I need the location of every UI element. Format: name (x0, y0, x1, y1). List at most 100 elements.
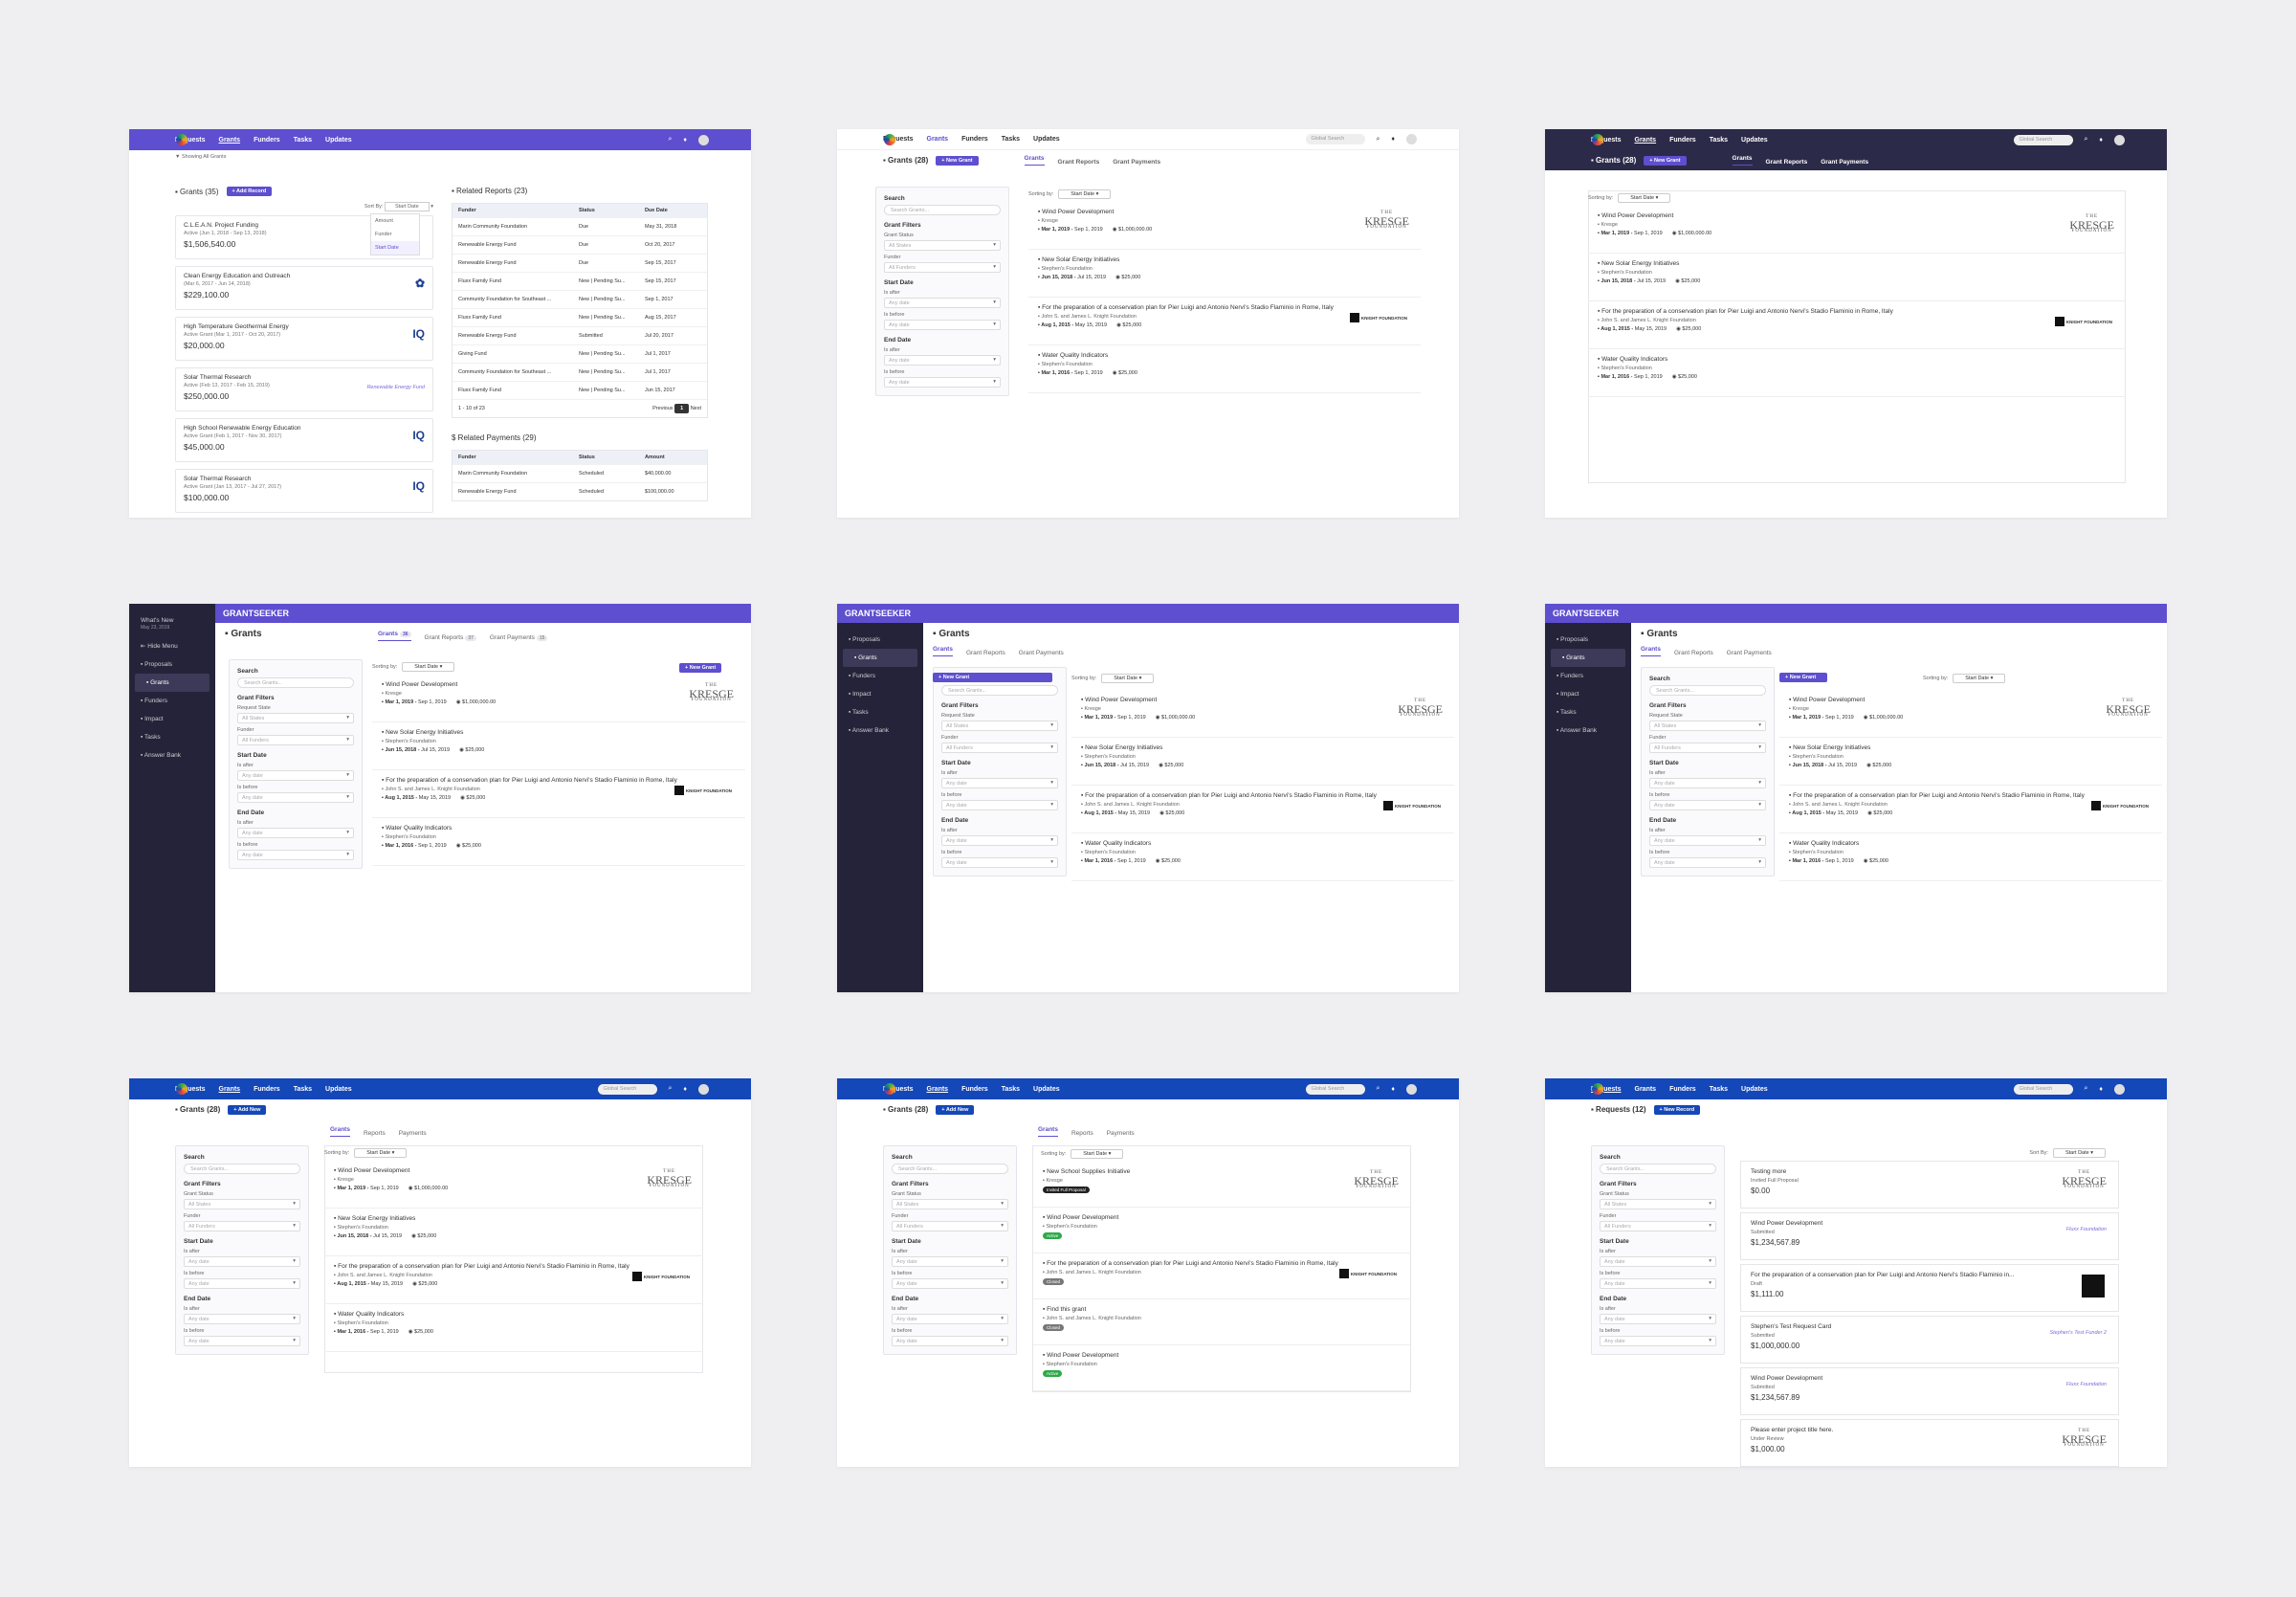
start-after-select[interactable]: Any date (184, 1256, 300, 1267)
funder-select[interactable]: All Funders (892, 1221, 1008, 1231)
sidebar-item-grants[interactable]: ▪ Grants (843, 649, 917, 667)
nav-item-funders[interactable]: Funders (1669, 1085, 1696, 1093)
nav-item-funders[interactable]: Funders (1669, 136, 1696, 144)
tab-grant-payments[interactable]: Grant Payments (1113, 159, 1161, 166)
grant-item[interactable]: ▪ Water Quality Indicators ▪ Stephen's Fo… (1071, 833, 1454, 881)
end-after-select[interactable]: Any date (941, 835, 1058, 846)
sidebar-item-tasks[interactable]: ▪ Tasks (849, 709, 869, 716)
nav-item-funders[interactable]: Funders (961, 1085, 988, 1093)
grant-item[interactable]: ▪ Wind Power Development ▪ Kresge ▪ Mar 1,… (1588, 206, 2126, 254)
grant-title[interactable]: ▪ Wind Power Development (1598, 212, 1674, 219)
search-icon[interactable]: ⌕ (668, 136, 673, 143)
previous-button[interactable]: Previous (652, 406, 673, 411)
lightbulb-icon[interactable]: ♦ (1391, 136, 1395, 143)
new-record-button[interactable]: + New Record (1653, 1104, 1701, 1115)
end-after-select[interactable]: Any date (884, 355, 1001, 366)
end-after-select[interactable]: Any date (1649, 835, 1766, 846)
grant-item[interactable]: ▪ New Solar Energy Initiatives ▪ Stephen'… (324, 1209, 703, 1256)
sidebar-item-grants[interactable]: ▪ Grants (1551, 649, 1625, 667)
grant-item[interactable]: ▪ For the preparation of a conservation … (1588, 301, 2126, 349)
lightbulb-icon[interactable]: ♦ (683, 1085, 687, 1093)
nav-item-tasks[interactable]: Tasks (293, 1085, 313, 1093)
request-card[interactable]: Wind Power Development Submitted $1,234,56… (1740, 1212, 2119, 1260)
end-before-select[interactable]: Any date (184, 1336, 300, 1346)
avatar[interactable] (1406, 134, 1417, 144)
search-grants-input[interactable]: Search Grants... (941, 685, 1058, 696)
search-icon[interactable]: ⌕ (668, 1085, 673, 1092)
tab-payments[interactable]: Payments (398, 1130, 427, 1137)
status-select[interactable]: All States (884, 240, 1001, 251)
table-row[interactable]: Fluxx Family Fund New | Pending Su... Jun … (453, 381, 707, 399)
tab-grant-reports[interactable]: Grant Reports (965, 650, 1005, 656)
new-grant-button[interactable]: + New Grant (1644, 155, 1687, 166)
search-icon[interactable]: ⌕ (2084, 136, 2088, 143)
table-row[interactable]: Fluxx Family Fund New | Pending Su... Sep … (453, 272, 707, 290)
nav-item-requests[interactable]: Requests (175, 136, 206, 144)
tab-grant-reports[interactable]: Grant Reports (1057, 159, 1100, 166)
tab-grants[interactable]: Grants (1038, 1126, 1058, 1137)
sort-option[interactable]: Funder (375, 232, 392, 237)
request-card[interactable]: Wind Power Development Submitted $1,234,56… (1740, 1367, 2119, 1415)
tab-reports[interactable]: Reports (363, 1130, 386, 1137)
search-grants-input[interactable]: Search Grants... (1649, 685, 1766, 696)
grant-title[interactable]: ▪ New Solar Energy Initiatives (382, 729, 464, 736)
end-after-select[interactable]: Any date (1600, 1314, 1716, 1324)
avatar[interactable] (1406, 1083, 1417, 1095)
grant-item[interactable]: ▪ New Solar Energy Initiatives ▪ Stephen'… (1779, 738, 2162, 786)
app-logo-icon[interactable] (884, 134, 895, 145)
grant-title[interactable]: ▪ New Solar Energy Initiatives (1038, 256, 1120, 263)
nav-item-grants[interactable]: Grants (218, 136, 241, 144)
sort-select[interactable]: Start Date ▾ (402, 662, 455, 672)
tab-grants[interactable]: Grants (1732, 155, 1753, 166)
nav-item-requests[interactable]: Requests (1591, 136, 1622, 144)
grant-title[interactable]: ▪ New Solar Energy Initiatives (334, 1215, 416, 1222)
sidebar-item-funders[interactable]: ▪ Funders (1556, 673, 1583, 679)
sidebar-item-tasks[interactable]: ▪ Tasks (141, 734, 161, 741)
app-logo-icon[interactable] (176, 134, 188, 145)
grant-item[interactable]: ▪ New Solar Energy Initiatives ▪ Stephen'… (1588, 254, 2126, 301)
global-search-input[interactable]: Global Search (597, 1083, 657, 1095)
grant-title[interactable]: ▪ New Solar Energy Initiatives (1789, 744, 1871, 751)
app-logo-icon[interactable] (176, 1083, 188, 1095)
grant-item[interactable]: ▪ Water Quality Indicators ▪ Stephen's Fo… (372, 818, 745, 866)
nav-item-tasks[interactable]: Tasks (293, 136, 313, 144)
avatar[interactable] (698, 134, 709, 145)
new-grant-button[interactable]: + New Grant (933, 673, 1052, 682)
sidebar-item-tasks[interactable]: ▪ Tasks (1556, 709, 1577, 716)
tab-grant-payments[interactable]: Grant Payments (1018, 650, 1064, 656)
grant-card[interactable]: High Temperature Geothermal Energy Active… (175, 317, 433, 361)
request-card[interactable]: Stephen's Test Request Card Submitted $1,0… (1740, 1316, 2119, 1364)
lightbulb-icon[interactable]: ♦ (1391, 1085, 1395, 1093)
avatar[interactable] (698, 1083, 709, 1095)
nav-item-grants[interactable]: Grants (926, 136, 949, 143)
sort-select[interactable]: Start Date ▾ (1101, 674, 1155, 683)
status-select[interactable]: All States (1649, 721, 1766, 731)
add-new-button[interactable]: + Add New (936, 1104, 975, 1115)
sidebar-item-funders[interactable]: ▪ Funders (141, 698, 167, 704)
nav-item-tasks[interactable]: Tasks (1709, 1085, 1729, 1093)
sidebar-item-proposals[interactable]: ▪ Proposals (1556, 636, 1589, 643)
grant-item[interactable]: ▪ Wind Power Development ▪ Kresge ▪ Mar 1,… (1779, 690, 2162, 738)
grant-item[interactable]: ▪ Wind Power Development ▪ Stephen's Foun… (1033, 1208, 1410, 1253)
grant-item[interactable]: ▪ Water Quality Indicators ▪ Stephen's Fo… (1028, 345, 1421, 393)
grant-title[interactable]: ▪ Wind Power Development (382, 681, 458, 688)
start-before-select[interactable]: Any date (941, 800, 1058, 810)
nav-item-grants[interactable]: Grants (218, 1085, 241, 1093)
start-before-select[interactable]: Any date (892, 1278, 1008, 1289)
grant-item[interactable]: ▪ New School Supplies Initiative ▪ Kresge… (1033, 1162, 1410, 1208)
search-grants-input[interactable]: Search Grants... (237, 677, 354, 688)
request-card[interactable]: Please enter project title here. Under Re… (1740, 1419, 2119, 1467)
sort-select[interactable]: Start Date ▾ (1953, 674, 2006, 683)
nav-item-requests[interactable]: Requests (1591, 1085, 1622, 1093)
table-row[interactable]: Fluxx Family Fund New | Pending Su... Aug … (453, 308, 707, 326)
grant-title[interactable]: ▪ Water Quality Indicators (1038, 352, 1109, 359)
sidebar-item-funders[interactable]: ▪ Funders (849, 673, 875, 679)
global-search-input[interactable]: Global Search (2013, 1083, 2073, 1095)
table-row[interactable]: Giving Fund New | Pending Su... Jul 1, 201… (453, 344, 707, 363)
global-search-input[interactable]: Global Search (1305, 1083, 1365, 1095)
request-card[interactable]: For the preparation of a conservation pl… (1740, 1264, 2119, 1312)
nav-item-updates[interactable]: Updates (325, 1085, 352, 1093)
avatar[interactable] (2114, 134, 2125, 145)
start-before-select[interactable]: Any date (1600, 1278, 1716, 1289)
start-after-select[interactable]: Any date (1600, 1256, 1716, 1267)
